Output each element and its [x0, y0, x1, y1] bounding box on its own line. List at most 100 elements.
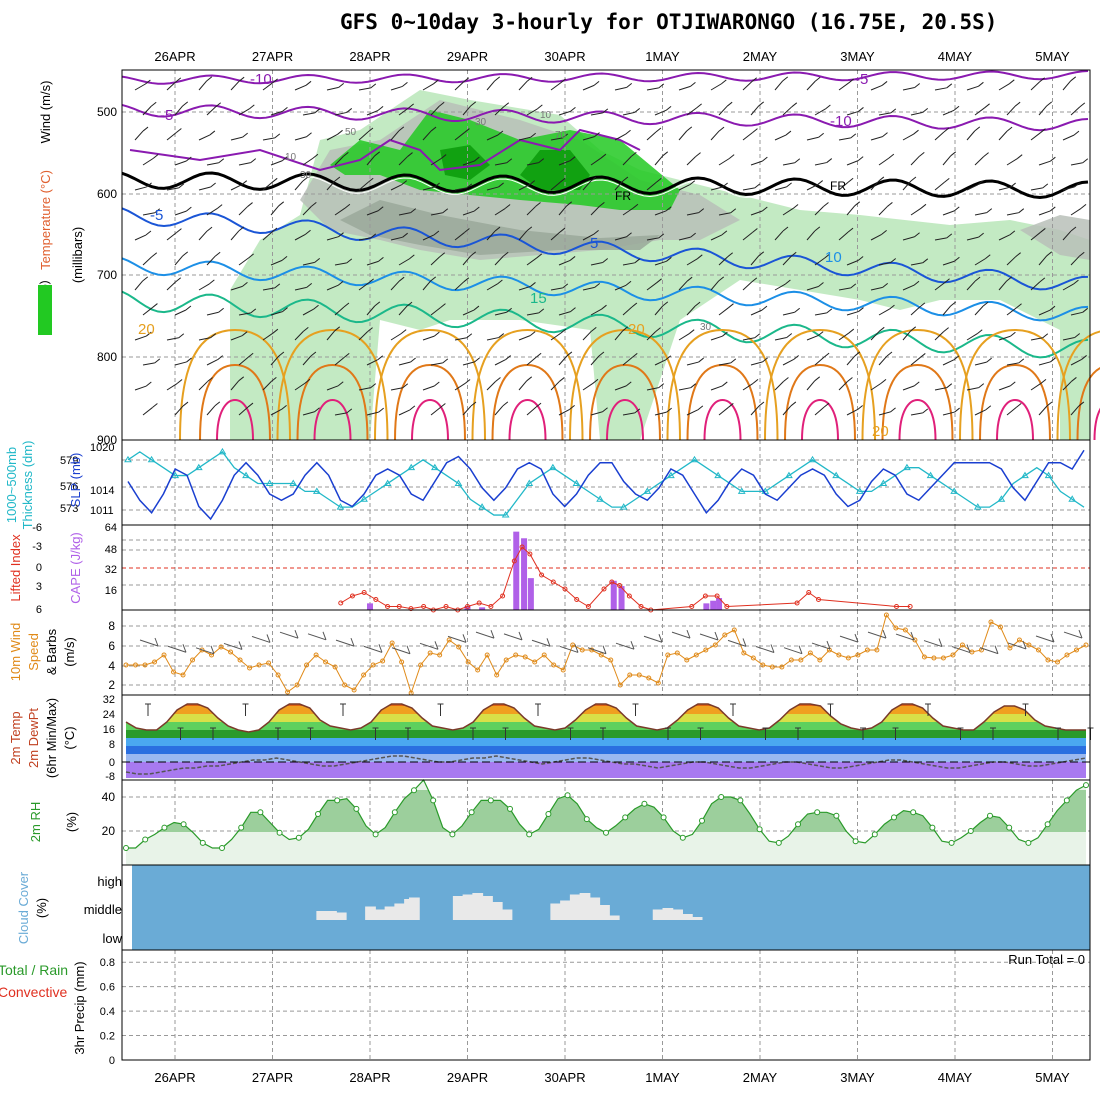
wind-barb [166, 132, 177, 141]
wind-barb-feather [686, 126, 693, 132]
wind-barb [366, 305, 376, 316]
wind-barb [622, 412, 635, 416]
wind-barb-feather [690, 81, 696, 87]
wind-speed-point [769, 664, 775, 670]
wind-barb-feather [1073, 279, 1079, 285]
wind-barb [782, 255, 792, 266]
cloud-bar [579, 893, 591, 920]
wind-barb-feather [758, 251, 765, 257]
wind-barb [1030, 132, 1041, 141]
lifted-index-point [408, 606, 414, 612]
wind-barb [142, 105, 152, 116]
cloud-bar [608, 915, 620, 920]
temp-contour-20 [374, 328, 486, 441]
wind-barb-10m [419, 642, 439, 650]
rh2m-point [430, 797, 437, 804]
wind-barb-feather [631, 302, 638, 308]
temp-band [126, 706, 1086, 714]
temp-contour-30 [411, 398, 449, 441]
wind-barb [998, 130, 1008, 141]
wind-barb [902, 284, 915, 291]
wind-barb [326, 284, 339, 291]
wind-barb-feather [1039, 277, 1046, 283]
precip-tick: 0.4 [100, 1006, 115, 1018]
wind-barb-feather [311, 201, 317, 207]
wind-barb [230, 136, 243, 141]
wind-barb-10m-feather [154, 637, 159, 647]
wind-barb [390, 85, 403, 91]
wind-barb-feather [626, 232, 632, 238]
wind-barb [710, 280, 720, 291]
wind-barb-feather [818, 282, 824, 287]
wind-barb [302, 355, 312, 366]
wind-barb-feather [562, 133, 569, 139]
wind-barb-feather [600, 153, 607, 159]
wind-barb-feather [433, 230, 440, 236]
wind-barb-feather [374, 301, 381, 307]
wind-barb-feather [1050, 156, 1056, 162]
wind-barb [558, 205, 568, 216]
wind-barb-feather [656, 278, 662, 284]
wind-barb [774, 134, 787, 141]
wind-barb-feather [497, 279, 503, 285]
wind-barb-feather [406, 301, 413, 307]
thickness-point [1021, 471, 1029, 479]
wind-barb [998, 234, 1011, 241]
wind-barb [270, 160, 283, 166]
wind-speed-point [456, 644, 462, 650]
wind-barb-feather [152, 403, 158, 408]
wind-barb [326, 385, 339, 391]
wind-barb [870, 233, 882, 241]
wind-barb [238, 108, 250, 116]
wind-barb [206, 162, 219, 166]
wind-barb [198, 186, 211, 191]
wind-speed-point [522, 654, 528, 660]
wind-speed-point [294, 682, 300, 688]
wind-barb-feather [698, 208, 705, 214]
wind-barb-feather [690, 232, 696, 238]
wind-barb-feather [238, 226, 245, 232]
wind-barb [902, 236, 915, 241]
wind-barb [710, 335, 723, 341]
wind-barb [390, 387, 403, 391]
wind-barb-feather [814, 226, 821, 232]
wind-barb-feather [401, 180, 408, 186]
wind-barb [814, 162, 827, 166]
date-label-top: 1MAY [645, 49, 680, 64]
wind-barb [934, 282, 945, 291]
wind-barb [718, 362, 731, 366]
wind-barb-feather [697, 405, 704, 411]
wind-barb [518, 285, 531, 291]
wind-barb-feather [751, 77, 758, 83]
wind-speed-point [418, 662, 424, 668]
wind-barb-feather [218, 307, 224, 313]
rh2m-point [487, 797, 494, 804]
wind-barb-feather [727, 252, 733, 258]
wind-barb [518, 184, 530, 191]
wind-barb-feather [559, 227, 566, 233]
wind-barb-10m-feather [406, 645, 411, 654]
temp2m-label: (6hr Min/Max) [44, 698, 59, 778]
lifted-tick: 3 [36, 581, 42, 593]
wind-barb-feather [590, 176, 597, 182]
temp-contour-25 [589, 363, 661, 441]
rh2m-point [353, 805, 360, 812]
wind-barb-feather [985, 405, 992, 411]
wind-barb-feather [848, 328, 855, 334]
wind-barb [294, 136, 307, 141]
wind-barb [390, 280, 400, 291]
wind-barb-feather [278, 351, 285, 357]
cloud-bar [452, 896, 464, 920]
wind-barb-feather [722, 182, 728, 188]
wind-barb-feather [338, 232, 344, 238]
wind-barb [590, 411, 603, 416]
thickness-point [383, 479, 392, 486]
wind-barb [870, 286, 883, 291]
wind-barb-feather [655, 127, 662, 133]
wind-barb-feather [696, 103, 702, 109]
cloud-bar [384, 906, 396, 920]
wind-speed-point [513, 652, 519, 658]
wind-barb-feather [823, 202, 829, 207]
wind-barb-feather [566, 201, 573, 207]
temp-contour-25 [979, 363, 1051, 441]
